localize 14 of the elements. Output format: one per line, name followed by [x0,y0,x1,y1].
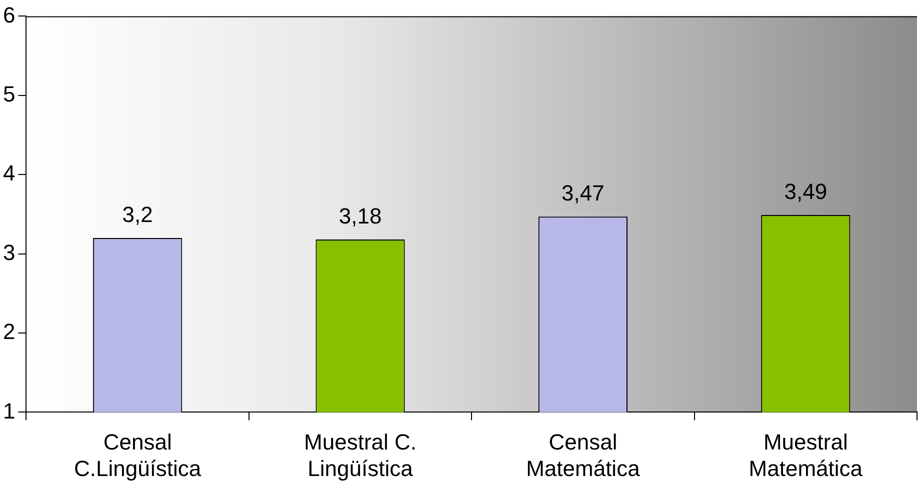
y-tick-label: 4 [2,160,16,186]
y-tick-label: 5 [2,81,16,106]
data-label: 3,2 [122,202,153,228]
y-tick-label: 6 [2,2,16,28]
x-tick-label: Censal Matemática [526,429,641,481]
x-tick-label: Censal C.Lingüística [74,429,202,481]
x-tick-label: Muestral C. Lingüística [304,429,417,481]
x-tick-label: Muestral Matemática [748,429,864,481]
data-label: 3,47 [562,180,604,206]
data-label: 3,18 [338,204,382,229]
y-tick-label: 2 [2,319,16,344]
data-label: 3,49 [784,179,828,204]
y-tick-label: 3 [2,240,16,265]
y-tick-label: 1 [2,398,16,424]
